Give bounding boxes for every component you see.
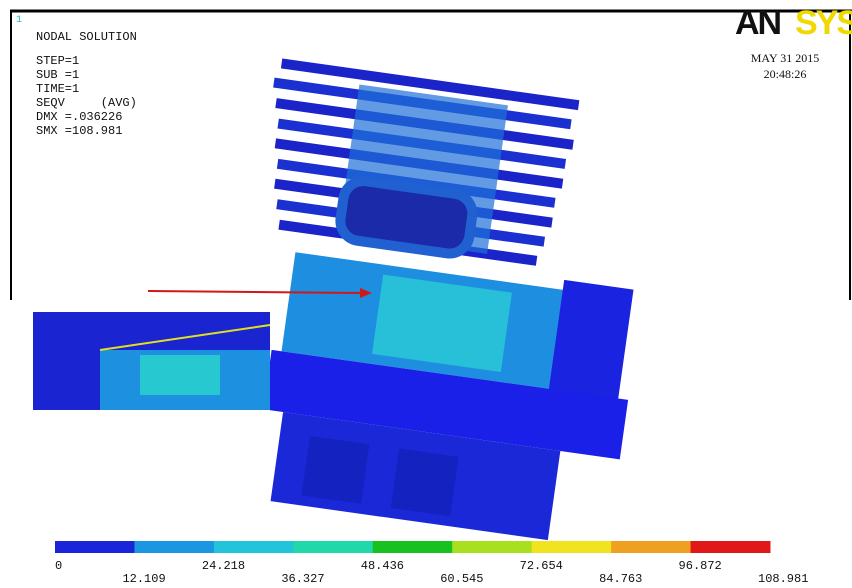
legend-band xyxy=(134,541,214,553)
contour-legend: 0 12.109 24.218 36.327 48.436 60.545 72.654 84.… xyxy=(55,541,808,586)
legend-label: 24.218 xyxy=(202,559,245,573)
legend-band xyxy=(691,541,771,553)
legend-label: 36.327 xyxy=(281,572,324,586)
legend-label: 60.545 xyxy=(440,572,483,586)
legend-band xyxy=(373,541,453,553)
info-line: SMX =108.981 xyxy=(36,124,122,138)
plot-title: NODAL SOLUTION xyxy=(36,30,137,44)
model xyxy=(216,58,668,549)
legend-band xyxy=(532,541,612,553)
info-line: SEQV (AVG) xyxy=(36,96,137,110)
info-line: SUB =1 xyxy=(36,68,79,82)
legend-label: 96.872 xyxy=(679,559,722,573)
legend-label: 108.981 xyxy=(758,572,808,586)
info-line: DMX =.036226 xyxy=(36,110,122,124)
ansys-plot: 1 NODAL SOLUTION STEP=1SUB =1TIME=1SEQV … xyxy=(0,0,852,588)
date: MAY 31 2015 xyxy=(751,51,819,65)
logo-dark: AN xyxy=(735,4,781,42)
legend-label: 12.109 xyxy=(122,572,165,586)
info-line: STEP=1 xyxy=(36,54,79,68)
legend-label: 72.654 xyxy=(520,559,563,573)
legend-band xyxy=(214,541,294,553)
legend-band xyxy=(293,541,373,553)
info-line: TIME=1 xyxy=(36,82,79,96)
legend-label: 84.763 xyxy=(599,572,642,586)
screenshot: 1 NODAL SOLUTION STEP=1SUB =1TIME=1SEQV … xyxy=(0,0,852,588)
window-number: 1 xyxy=(16,15,22,26)
logo-light: SYS xyxy=(795,4,852,42)
legend-label: 0 xyxy=(55,559,62,573)
time: 20:48:26 xyxy=(764,67,807,81)
zoom-inset xyxy=(33,312,270,410)
legend-band xyxy=(55,541,135,553)
legend-band xyxy=(452,541,532,553)
legend-label: 48.436 xyxy=(361,559,404,573)
legend-band xyxy=(611,541,691,553)
